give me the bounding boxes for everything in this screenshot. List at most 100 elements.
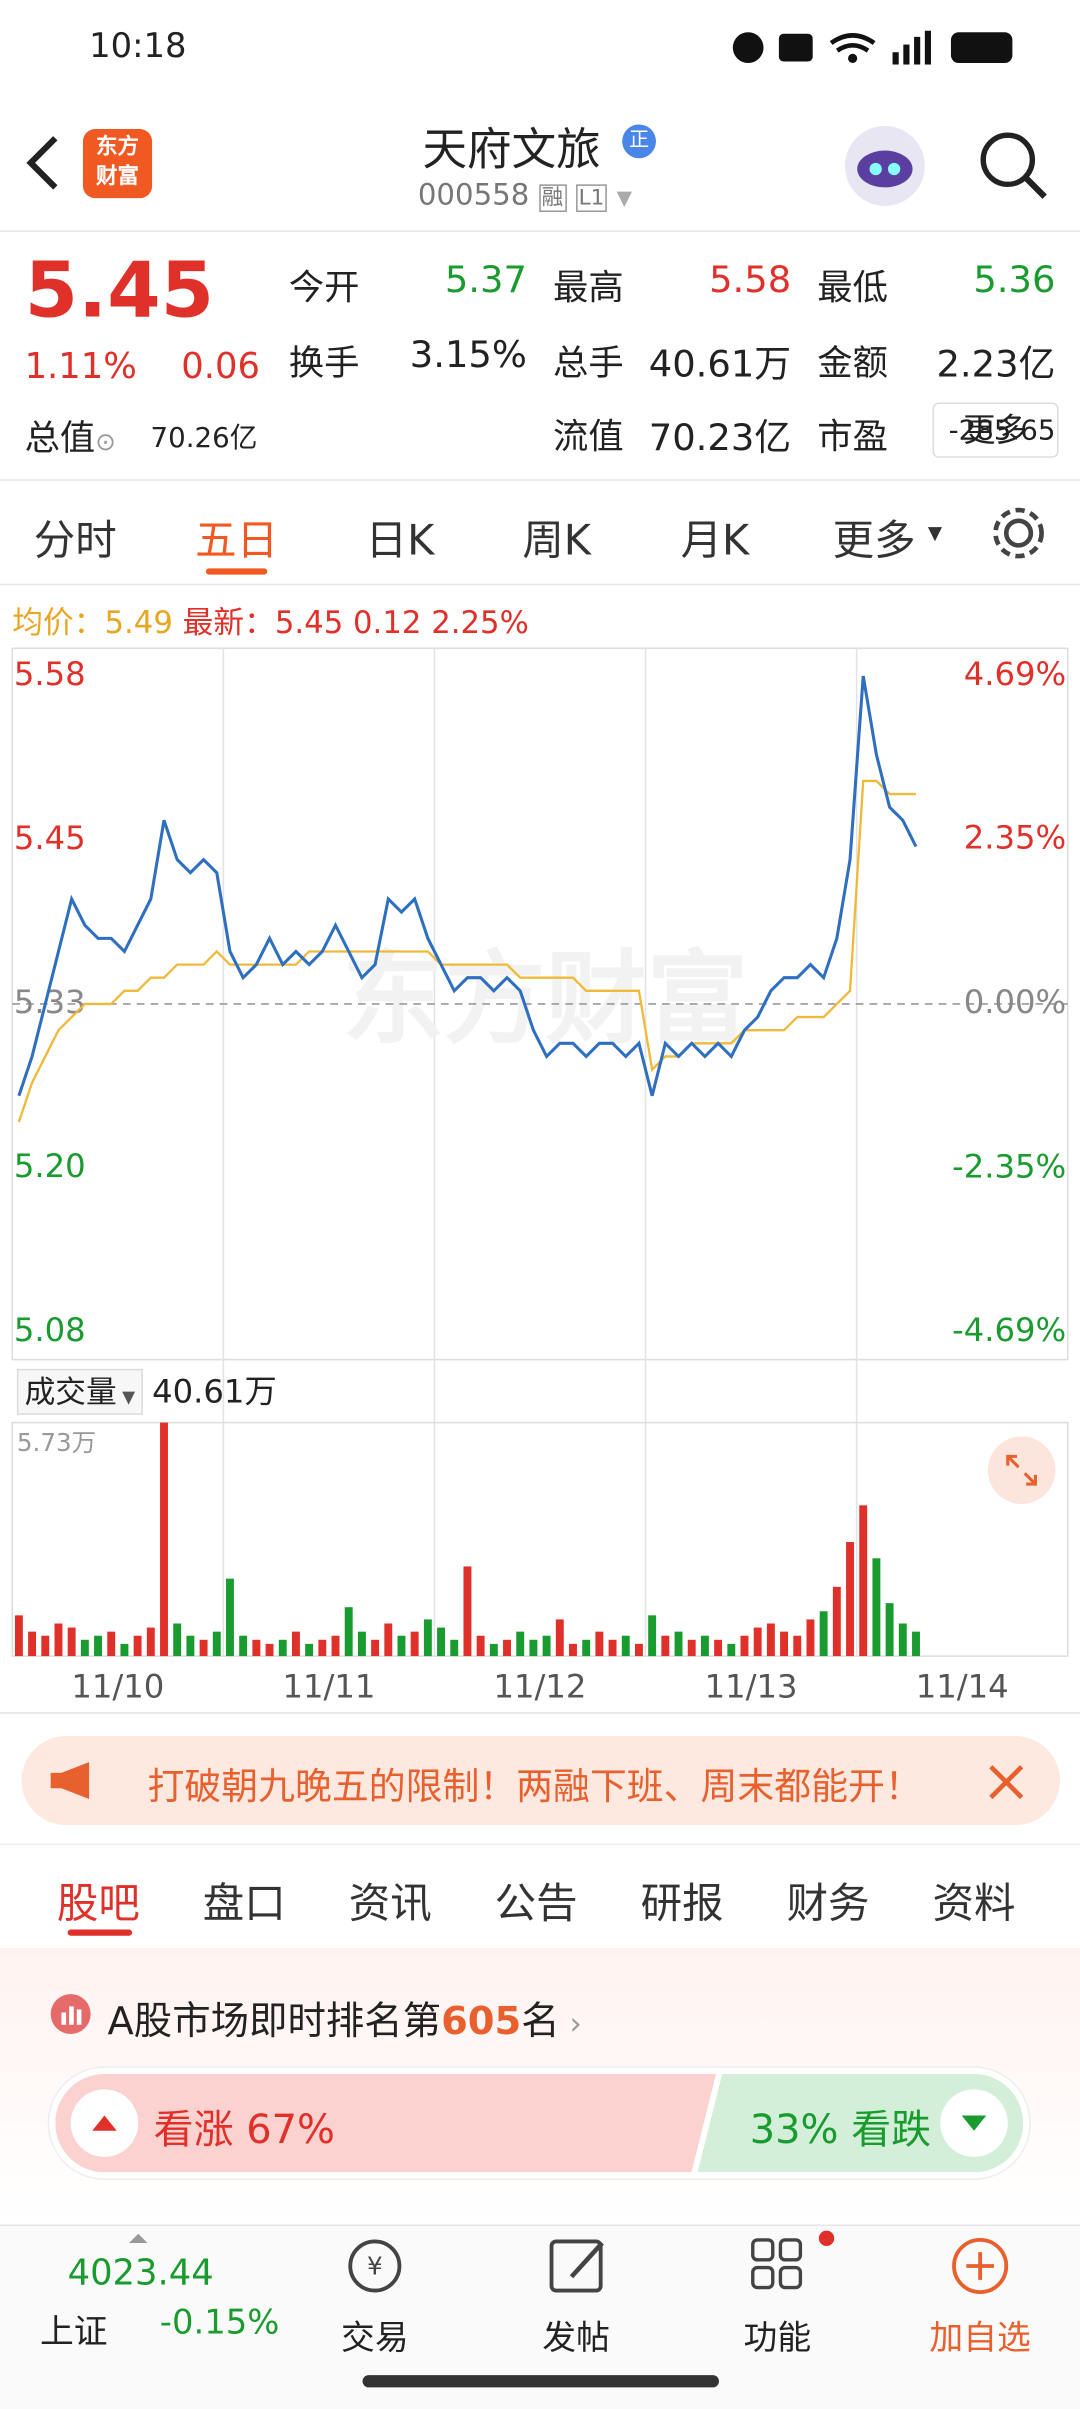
watermark: 东方财富 [343, 940, 749, 1058]
volume-bar [529, 1639, 538, 1657]
expand-button[interactable] [986, 1435, 1057, 1506]
y2-tick-label: 0.00% [964, 983, 1066, 1021]
y-tick-label: 5.08 [14, 1311, 86, 1349]
assistant-avatar[interactable] [842, 123, 928, 209]
label: 成交量 [24, 1373, 117, 1411]
volume-bar [397, 1635, 406, 1657]
volume-bar [410, 1631, 419, 1657]
stat-label: 市盈 [817, 417, 888, 458]
y2-tick-label: -4.69% [952, 1311, 1066, 1349]
nav-item[interactable]: 加自选 [929, 2319, 1031, 2359]
label: 看跌 [851, 2107, 932, 2154]
volume-bar [160, 1422, 168, 1657]
sub-tab[interactable]: 资料 [932, 1880, 1016, 1929]
sub-tab[interactable]: 财务 [786, 1880, 870, 1929]
stat-label: 金额 [817, 344, 888, 385]
tab[interactable]: 月K [680, 517, 750, 566]
stat-label: 流值 [553, 417, 624, 458]
stat-label: 换手 [288, 344, 360, 385]
settings-button[interactable] [989, 504, 1047, 562]
value: 5.45 [274, 603, 344, 641]
stat-label: 今开 [288, 268, 360, 309]
bull-bar [55, 2073, 717, 2173]
volume-bar [885, 1603, 894, 1657]
volume-bar [542, 1635, 551, 1657]
value: 605 [441, 1998, 522, 2044]
sub-tab[interactable]: 资讯 [348, 1880, 432, 1929]
sub-tab[interactable]: 股吧 [56, 1880, 140, 1929]
y-tick-label: 5.58 [14, 655, 86, 693]
volume-bar [819, 1611, 828, 1657]
index-change: -0.15% [159, 2304, 280, 2343]
volume-bar [476, 1635, 485, 1657]
value: 2.25% [431, 603, 529, 641]
stat-label: 总手 [553, 344, 624, 385]
volume-bar [753, 1627, 762, 1657]
volume-bar [555, 1619, 564, 1657]
tab[interactable]: 五日 [195, 517, 279, 566]
tab[interactable]: 分时 [33, 517, 117, 566]
nav-item[interactable]: 发帖 [542, 2319, 610, 2359]
volume-bar [450, 1639, 459, 1657]
y2-tick-label: 4.69% [964, 655, 1066, 693]
nav-item[interactable]: 功能 [743, 2319, 812, 2359]
tab[interactable]: 周K [522, 517, 592, 566]
bear-arrow [961, 2115, 987, 2131]
index-value[interactable]: 4023.44 [67, 2253, 214, 2294]
volume-bar [648, 1615, 657, 1657]
label: 看涨 [153, 2107, 234, 2154]
tab[interactable]: 更多 [832, 517, 916, 566]
stat-value: 5.36 [973, 258, 1056, 302]
volume-bar [714, 1639, 723, 1657]
volume-bar [173, 1623, 182, 1657]
y-tick-label: 5.45 [14, 819, 86, 857]
nav-item[interactable]: 交易 [341, 2319, 409, 2359]
tab[interactable]: 日K [365, 517, 435, 566]
volume-bar [265, 1643, 274, 1657]
label: 名 [521, 1998, 560, 2044]
sub-tab[interactable]: 盘口 [202, 1880, 286, 1929]
stock-name: 天府文旅 [422, 122, 601, 176]
volume-bar [67, 1627, 76, 1657]
series-line [17, 779, 916, 1123]
volume-bar [569, 1643, 577, 1657]
badge: 正 [622, 124, 656, 159]
more-button[interactable]: 更多 [932, 402, 1059, 458]
volume-bar [846, 1541, 854, 1657]
value: 5.49 [104, 603, 173, 641]
volume-bar [14, 1615, 23, 1657]
volume-bar [516, 1631, 525, 1657]
tab-indicator [67, 1929, 133, 1936]
y-tick-label: 5.20 [14, 1147, 86, 1185]
volume-frame [11, 1421, 1069, 1657]
back-button[interactable] [22, 132, 68, 193]
status-icons [732, 30, 1013, 65]
app-logo: 东方 财富 [82, 129, 153, 199]
volume-bar [766, 1623, 775, 1657]
volume-bar [41, 1635, 50, 1657]
home-indicator [362, 2375, 719, 2388]
stock-code: 000558 融 L1 ▼ [417, 178, 633, 213]
close-button[interactable] [983, 1759, 1029, 1805]
search-button[interactable] [974, 126, 1051, 203]
volume-bar [582, 1639, 591, 1657]
dropdown-arrow: ▼ [927, 522, 943, 544]
stat-value: 2.23亿 [936, 342, 1056, 386]
volume-bar [252, 1639, 261, 1657]
label: 总值 [24, 419, 96, 460]
volume-bar [661, 1635, 670, 1657]
tag: L1 [575, 184, 608, 213]
volume-bar [133, 1635, 142, 1657]
bear-text: 33% 看跌 [750, 2099, 931, 2156]
ranking[interactable]: A股市场即时排名第605名 › [107, 1998, 582, 2044]
volume-bar [832, 1586, 841, 1657]
banner[interactable] [21, 1735, 1061, 1826]
change: 0.06 [181, 347, 260, 388]
sub-tab[interactable]: 研报 [640, 1880, 724, 1929]
stat-label: 总值⊙ [24, 419, 116, 460]
volume-bar [239, 1635, 248, 1657]
change-pct: 1.11% [24, 347, 137, 388]
volume-selector[interactable]: 成交量 ▼ [16, 1368, 143, 1415]
volume-bar [107, 1631, 116, 1657]
sub-tab[interactable]: 公告 [494, 1880, 578, 1929]
